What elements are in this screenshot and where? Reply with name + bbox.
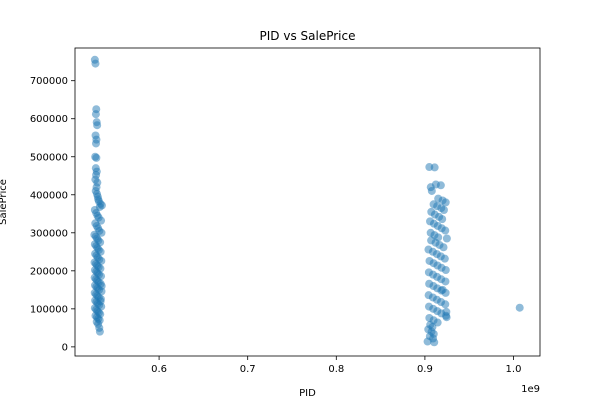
data-point <box>441 300 450 309</box>
data-point <box>440 254 449 263</box>
data-point <box>95 327 104 336</box>
y-tick-label: 200000 <box>30 266 68 277</box>
x-tick-label: 1.0 <box>506 364 522 375</box>
x-tick-label: 0.8 <box>328 364 344 375</box>
x-tick-label: 0.7 <box>240 364 256 375</box>
data-point <box>441 198 450 207</box>
x-axis-ticks: 0.6 0.7 0.8 0.9 1.0 <box>151 356 521 375</box>
x-axis-offset-label: 1e9 <box>521 384 540 395</box>
y-axis-ticks: 0 100000 200000 300000 400000 500000 600000 700… <box>30 76 75 353</box>
x-tick-label: 0.6 <box>151 364 167 375</box>
points-layer <box>90 55 524 347</box>
data-point <box>97 228 106 237</box>
data-point <box>438 215 447 224</box>
data-point <box>441 266 450 275</box>
data-point <box>439 243 448 252</box>
y-tick-label: 0 <box>62 342 68 353</box>
y-tick-label: 300000 <box>30 228 68 239</box>
data-point <box>442 313 451 322</box>
data-point <box>97 282 106 291</box>
data-point <box>92 153 101 162</box>
data-point <box>436 181 445 190</box>
y-tick-label: 400000 <box>30 190 68 201</box>
data-point <box>427 186 436 195</box>
plot-frame <box>74 47 541 357</box>
data-point <box>93 121 102 130</box>
data-point <box>91 59 100 68</box>
y-tick-label: 500000 <box>30 152 68 163</box>
x-tick-label: 0.9 <box>417 364 433 375</box>
data-point <box>423 337 432 346</box>
chart-title: PID vs SalePrice <box>260 29 356 43</box>
data-point <box>91 110 100 119</box>
y-tick-label: 700000 <box>30 76 68 87</box>
data-point <box>442 234 451 243</box>
y-tick-label: 100000 <box>30 304 68 315</box>
data-point <box>441 277 450 286</box>
data-point <box>92 317 101 326</box>
data-point <box>430 338 439 347</box>
y-tick-label: 600000 <box>30 114 68 125</box>
data-point <box>433 318 442 327</box>
data-point <box>439 205 448 214</box>
data-point <box>92 139 100 148</box>
data-point <box>430 163 439 172</box>
data-point <box>441 226 450 235</box>
y-axis-label: SalePrice <box>0 179 9 225</box>
data-point <box>96 297 105 306</box>
x-axis-label: PID <box>299 388 316 399</box>
data-point <box>515 303 524 312</box>
data-point <box>438 285 447 294</box>
